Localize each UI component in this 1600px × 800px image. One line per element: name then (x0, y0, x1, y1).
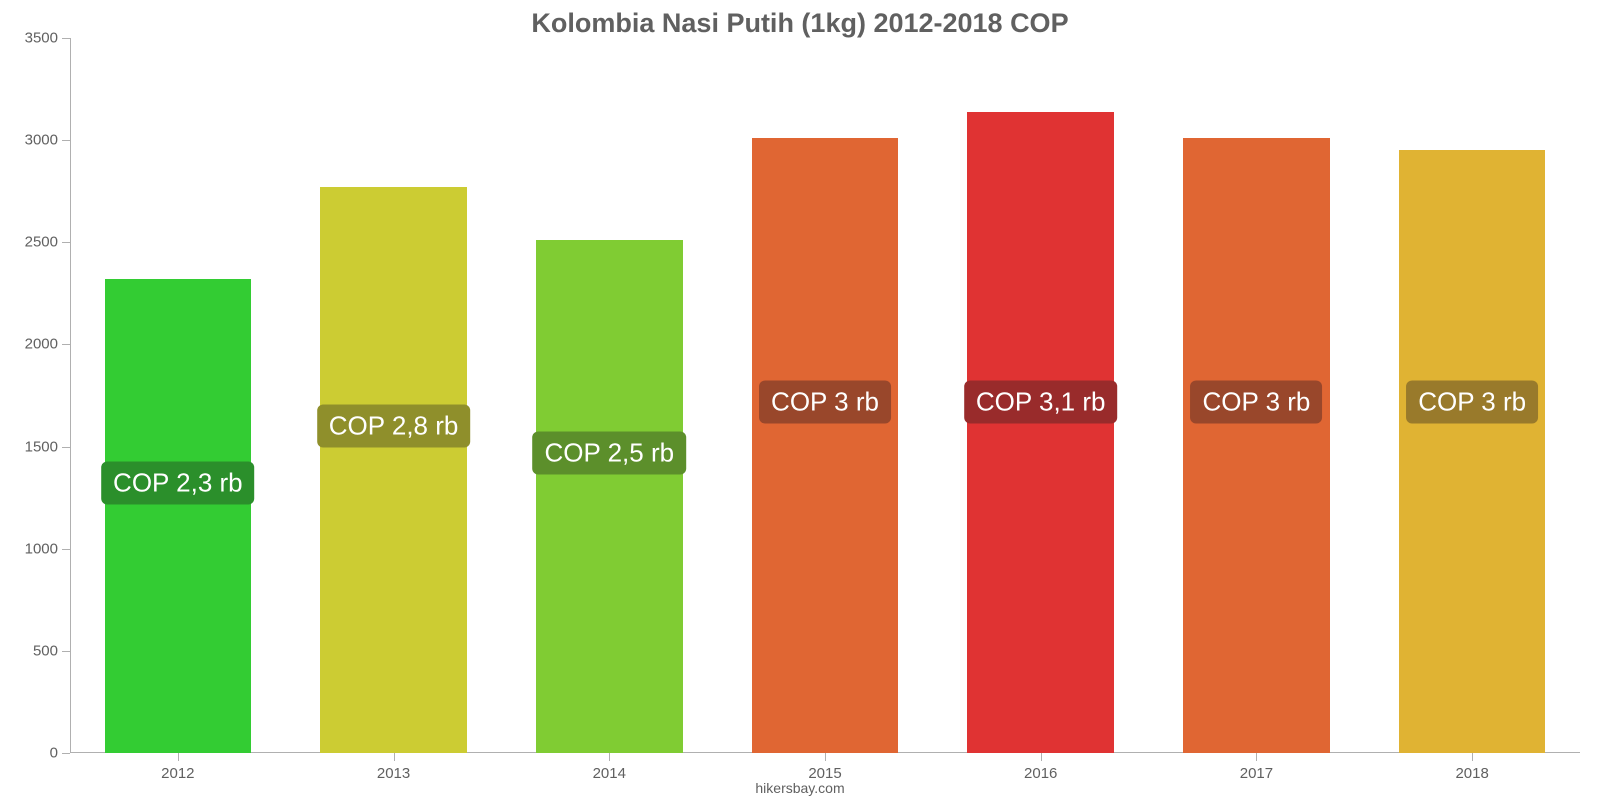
bar-value-label: COP 3 rb (759, 380, 891, 423)
bar (320, 187, 467, 753)
y-axis-line (70, 38, 71, 753)
bar (1399, 150, 1546, 753)
attribution-text: hikersbay.com (755, 780, 844, 796)
y-tick-label: 2500 (25, 234, 70, 251)
bar-value-label: COP 3 rb (1406, 380, 1538, 423)
bar-value-label: COP 2,3 rb (101, 462, 255, 505)
x-tick-label: 2016 (1024, 753, 1057, 782)
x-tick-label: 2018 (1455, 753, 1488, 782)
bar (105, 279, 252, 753)
x-tick-label: 2014 (593, 753, 626, 782)
y-tick-label: 1500 (25, 438, 70, 455)
y-tick-label: 1000 (25, 540, 70, 557)
y-tick-label: 3000 (25, 132, 70, 149)
x-tick-label: 2017 (1240, 753, 1273, 782)
y-tick-label: 500 (33, 642, 70, 659)
bar-value-label: COP 3 rb (1190, 380, 1322, 423)
bar (967, 112, 1114, 753)
bar (752, 138, 899, 753)
bar-value-label: COP 3,1 rb (964, 380, 1118, 423)
x-tick-label: 2013 (377, 753, 410, 782)
x-tick-label: 2012 (161, 753, 194, 782)
y-tick-label: 0 (50, 745, 70, 762)
bar-value-label: COP 2,5 rb (532, 431, 686, 474)
plot-area: 05001000150020002500300035002012COP 2,3 … (70, 38, 1580, 753)
x-tick-label: 2015 (808, 753, 841, 782)
y-tick-label: 2000 (25, 336, 70, 353)
chart-title: Kolombia Nasi Putih (1kg) 2012-2018 COP (0, 0, 1600, 39)
y-tick-label: 3500 (25, 30, 70, 47)
chart-plot-area: 05001000150020002500300035002012COP 2,3 … (70, 38, 1580, 753)
bar (1183, 138, 1330, 753)
bar (536, 240, 683, 753)
bar-value-label: COP 2,8 rb (317, 405, 471, 448)
